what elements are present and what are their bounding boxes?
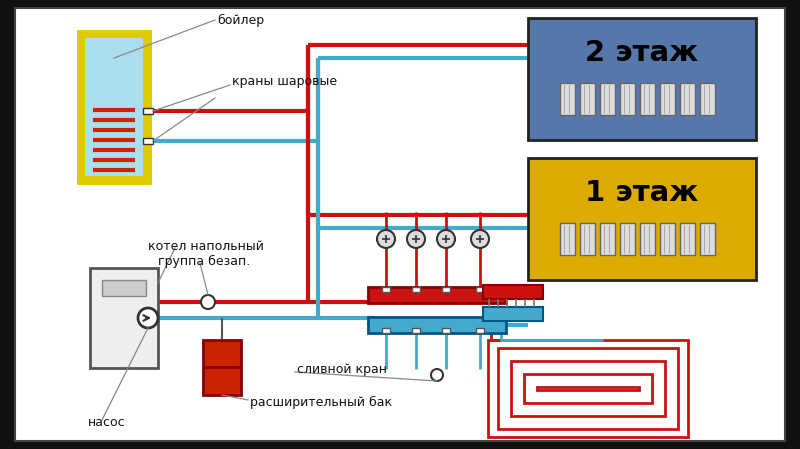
Bar <box>483 285 543 299</box>
Bar <box>660 223 675 255</box>
Bar <box>368 287 506 303</box>
Circle shape <box>201 295 215 309</box>
Bar <box>382 328 390 333</box>
Bar <box>412 287 420 292</box>
Bar <box>640 83 655 115</box>
Bar <box>580 223 595 255</box>
Text: краны шаровые: краны шаровые <box>232 75 337 88</box>
Text: группа безап.: группа безап. <box>158 255 250 268</box>
Bar <box>476 287 484 292</box>
Text: 2 этаж: 2 этаж <box>586 39 698 67</box>
Bar <box>524 374 652 403</box>
Circle shape <box>407 230 425 248</box>
Bar <box>442 287 450 292</box>
Bar <box>80 33 148 181</box>
Bar <box>498 348 678 429</box>
Text: сливной кран: сливной кран <box>297 364 387 377</box>
Text: расширительный бак: расширительный бак <box>250 396 392 409</box>
Bar <box>382 287 390 292</box>
Bar <box>368 317 506 333</box>
Text: котел напольный: котел напольный <box>148 239 264 252</box>
Circle shape <box>138 308 158 328</box>
Bar <box>203 340 241 395</box>
Bar <box>620 83 635 115</box>
Bar <box>143 108 153 114</box>
Bar <box>528 18 756 140</box>
Circle shape <box>471 230 489 248</box>
Text: насос: насос <box>88 415 126 428</box>
Bar <box>600 83 615 115</box>
Bar <box>442 328 450 333</box>
Text: 1 этаж: 1 этаж <box>586 179 698 207</box>
Bar <box>680 83 695 115</box>
Bar <box>511 361 665 416</box>
Bar <box>560 223 575 255</box>
Bar <box>680 223 695 255</box>
Bar <box>85 38 143 176</box>
Bar <box>700 223 715 255</box>
Circle shape <box>437 230 455 248</box>
Bar <box>528 158 756 280</box>
Bar <box>640 223 655 255</box>
Bar <box>483 307 543 321</box>
Bar <box>537 387 639 390</box>
Bar <box>476 328 484 333</box>
Bar <box>90 268 158 368</box>
Bar <box>580 83 595 115</box>
Bar <box>80 33 148 181</box>
Bar <box>143 138 153 144</box>
Bar <box>560 83 575 115</box>
Bar <box>700 83 715 115</box>
Text: бойлер: бойлер <box>217 13 264 26</box>
Bar <box>620 223 635 255</box>
Circle shape <box>377 230 395 248</box>
Circle shape <box>431 369 443 381</box>
Bar <box>102 280 146 296</box>
Bar <box>600 223 615 255</box>
Bar <box>488 340 688 437</box>
Bar <box>412 328 420 333</box>
Bar <box>660 83 675 115</box>
